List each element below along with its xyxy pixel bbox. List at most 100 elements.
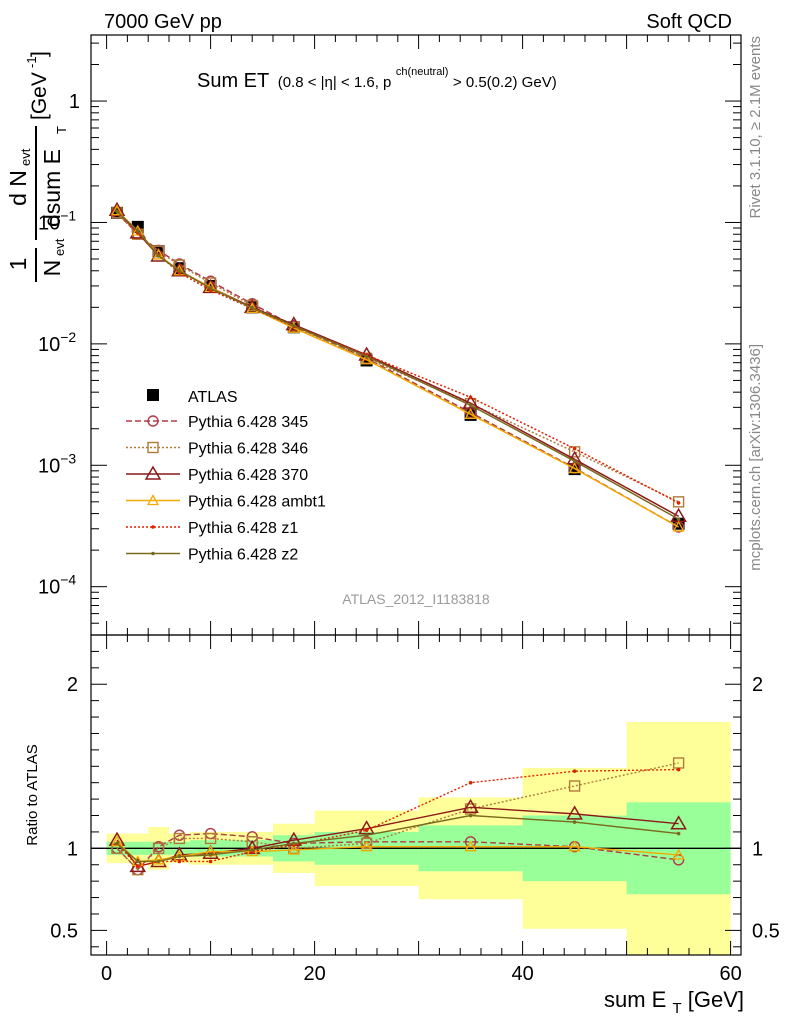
ratio-point-p346 xyxy=(204,832,217,845)
ratio-point-ambt1 xyxy=(464,840,477,852)
series-point-ambt1 xyxy=(672,520,685,532)
y-tick-exp: −1 xyxy=(60,207,76,223)
ylabel-main: [GeV xyxy=(28,72,51,120)
y-tick-exp: −4 xyxy=(60,572,76,588)
legend-label-ambt1: Pythia 6.428 ambt1 xyxy=(188,494,326,511)
ratio-y-tick-label-right: 1 xyxy=(752,838,763,860)
y-tick-base: 10 xyxy=(38,212,60,234)
ylabel-frac-bottom: dsum E xyxy=(39,149,65,227)
y-tick-base: 10 xyxy=(38,455,60,477)
series-point-z2 xyxy=(250,306,254,310)
ylabel-prefix-bottom: N xyxy=(39,260,65,277)
ratio-panel: 0 20 40 60 0.5 0.5 1 1 2 2 xyxy=(50,634,780,985)
series-point-ambt1 xyxy=(568,462,581,474)
ratio-point-z2 xyxy=(676,831,681,836)
ratio-point-z1 xyxy=(177,859,182,864)
xlabel-unit: [GeV] xyxy=(688,987,744,1012)
series-line-p346 xyxy=(116,212,679,503)
ratio-frame xyxy=(90,634,742,956)
series-point-z2 xyxy=(136,229,140,233)
series-point-ambt1 xyxy=(246,302,259,314)
series-point-p370 xyxy=(171,262,188,277)
ratio-point-p370 xyxy=(670,815,687,830)
ratio-point-z2 xyxy=(292,841,296,846)
header-right: Soft QCD xyxy=(646,11,732,33)
ratio-y-tick-label: 2 xyxy=(67,674,78,696)
legend-label-p370: Pythia 6.428 370 xyxy=(188,467,308,484)
ratio-point-z2 xyxy=(250,848,254,852)
series-point-z2 xyxy=(292,323,296,328)
chart-title: Sum ET (0.8 < |η| < 1.6, p ch(neutral) >… xyxy=(197,62,557,92)
series-point-p346 xyxy=(568,446,581,458)
series-point-z2 xyxy=(364,354,369,359)
main-panel: 110−110−210−310−4 xyxy=(38,34,742,636)
ratio-point-ambt1 xyxy=(568,840,581,852)
ratio-point-z2 xyxy=(468,813,473,818)
ratio-point-z1 xyxy=(572,769,577,774)
series-point-z1 xyxy=(572,446,577,451)
ylabel-sub-t: T xyxy=(54,126,69,134)
ratio-point-ambt1 xyxy=(110,835,124,847)
ratio-y-tick-label: 0.5 xyxy=(50,920,78,942)
legend-label-p345: Pythia 6.428 345 xyxy=(188,414,308,431)
ratio-point-z2 xyxy=(572,820,577,824)
ratio-point-z1 xyxy=(208,859,213,864)
ratio-y-tick-label-right: 2 xyxy=(752,674,763,696)
y-tick-label: 10−2 xyxy=(38,329,76,356)
ratio-point-p370 xyxy=(566,805,583,820)
x-axis-label: sum E T [GeV] xyxy=(604,987,744,1018)
ratio-point-z1 xyxy=(136,864,140,869)
ratio-point-ambt1 xyxy=(287,843,300,855)
ratio-y-tick-label-right: 0.5 xyxy=(752,920,780,942)
ratio-ylabel: Ratio to ATLAS xyxy=(24,744,41,845)
ratio-point-z1 xyxy=(676,767,681,772)
legend-marker-p370 xyxy=(144,465,162,480)
ratio-point-z2 xyxy=(115,841,119,846)
ratio-line-z1 xyxy=(116,768,679,868)
ratio-point-z2 xyxy=(208,853,213,857)
ratio-point-ambt1 xyxy=(672,848,685,860)
x-tick-label: 40 xyxy=(511,963,533,985)
series-point-ambt1 xyxy=(131,224,144,236)
main-frame xyxy=(90,34,742,636)
legend-label-z2: Pythia 6.428 z2 xyxy=(188,547,298,564)
ylabel-close: ] xyxy=(28,51,51,57)
legend: ATLAS Pythia 6.428 345 Pythia 6.428 346 Pyt… xyxy=(126,389,326,564)
title-sup: ch(neutral) xyxy=(396,66,449,78)
ratio-y-tick-label: 1 xyxy=(67,838,78,860)
ratio-point-z2 xyxy=(177,854,182,859)
series-point-z2 xyxy=(156,254,161,258)
ylabel-sub-evt-1: evt xyxy=(52,238,67,256)
ratio-point-z2 xyxy=(364,833,369,838)
series-point-z1 xyxy=(468,395,473,400)
series-point-ambt1 xyxy=(360,353,373,365)
series-line-z1 xyxy=(116,210,679,504)
series-point-z2 xyxy=(676,517,681,521)
series-point-z1 xyxy=(676,501,681,505)
ratio-point-p346 xyxy=(360,837,373,850)
legend-label-atlas: ATLAS xyxy=(188,389,238,406)
series-point-z2 xyxy=(177,268,182,273)
header-left: 7000 GeV pp xyxy=(104,11,222,33)
y-tick-label: 10−1 xyxy=(38,207,76,234)
ratio-point-z2 xyxy=(156,859,161,864)
series-point-ambt1 xyxy=(152,248,165,260)
ratio-point-ambt1 xyxy=(152,853,165,865)
y-tick-label: 10−4 xyxy=(38,572,76,599)
ratio-point-p346 xyxy=(173,832,186,845)
xlabel-main: sum E xyxy=(604,987,666,1012)
ratio-point-p370 xyxy=(462,798,479,814)
series-point-z2 xyxy=(468,403,473,408)
main-ylabel: 1 N evt d N evt dsum E T [GeV -1 ] xyxy=(5,51,69,282)
y-tick-exp: −2 xyxy=(60,329,76,345)
y-tick-label: 10−3 xyxy=(38,450,76,477)
series-point-ambt1 xyxy=(110,204,124,216)
legend-marker-p345 xyxy=(147,415,159,427)
mcplots-label: mcplots.cern.ch [arXiv:1306.3436] xyxy=(747,344,764,571)
series-point-z2 xyxy=(115,209,119,213)
title-detail: (0.8 < |η| < 1.6, p xyxy=(278,74,392,91)
series-point-p346 xyxy=(672,496,685,508)
ylabel-sub-evt-2: evt xyxy=(18,148,33,166)
watermark: ATLAS_2012_I1183818 xyxy=(342,591,490,607)
